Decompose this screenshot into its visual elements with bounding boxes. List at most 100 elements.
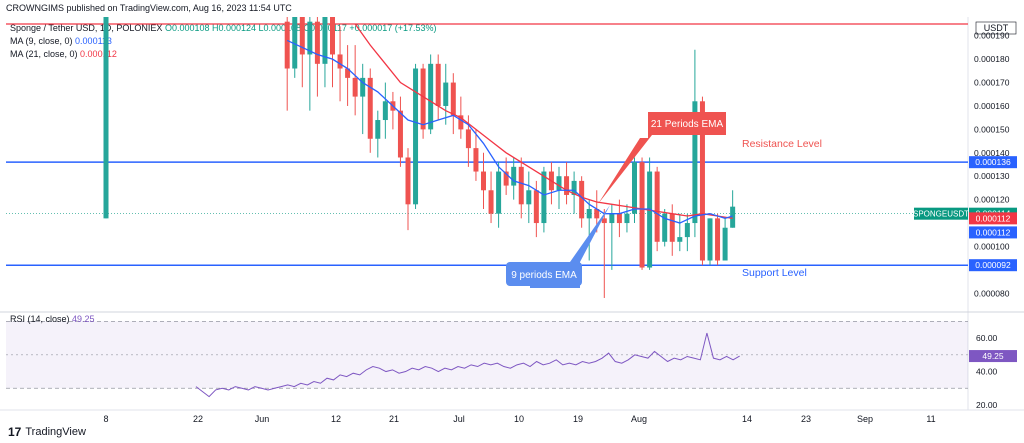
candle-body: [624, 213, 630, 224]
candle: [473, 129, 479, 181]
candle-body: [654, 171, 660, 242]
candle-body: [579, 180, 585, 219]
candle: [677, 213, 683, 252]
price-badge-label: 0.000112: [976, 227, 1011, 237]
candle: [443, 63, 449, 125]
candle: [662, 209, 668, 247]
candle-body: [556, 176, 562, 191]
candle: [435, 54, 441, 121]
symbol-label: Sponge / Tether USD, 1D, POLONIEX: [10, 23, 163, 33]
ema9-label: 9 periods EMA: [511, 270, 577, 281]
support-label: Support Level: [742, 267, 807, 279]
candle: [375, 110, 381, 158]
rsi-badge: [969, 350, 1017, 363]
candle: [360, 63, 366, 135]
price-badge: [969, 207, 1017, 220]
rsi-label: RSI (14, close) 49.25: [10, 314, 95, 324]
legend-ma9-row[interactable]: MA (9, close, 0) 0.000113: [10, 35, 437, 48]
candle-body: [669, 213, 675, 242]
candle: [564, 162, 570, 205]
candle: [488, 171, 494, 224]
candle: [594, 190, 600, 233]
candle: [541, 166, 547, 233]
candle: [458, 96, 464, 139]
ma21-value: 0.000112: [80, 49, 117, 59]
price-badge: [969, 156, 1017, 169]
candle-body: [548, 171, 554, 191]
date-tick-label: 11: [926, 414, 935, 424]
candle-body: [420, 68, 426, 130]
ema9-callout-pointer: [530, 205, 610, 288]
candle-body: [684, 223, 690, 238]
resistance-label: Resistance Level: [742, 138, 822, 150]
candle-body: [730, 206, 736, 228]
rsi-line: [195, 332, 740, 398]
candle: [571, 171, 577, 214]
candle: [654, 166, 660, 252]
price-badge-label: 0.000092: [975, 260, 1011, 270]
date-tick-label: 14: [742, 414, 752, 424]
rsi-tick-label: 20.00: [976, 400, 998, 410]
price-badge: [969, 226, 1017, 239]
price-badge: [969, 259, 1017, 272]
price-tick-label: 0.000190: [974, 31, 1010, 41]
candle-body: [458, 115, 464, 130]
candle: [496, 162, 502, 228]
candle-body: [647, 171, 653, 268]
candle: [715, 213, 721, 266]
rsi-tick-label: 40.00: [976, 367, 998, 377]
ema21-callout: [648, 112, 726, 135]
ma9-value: 0.000113: [75, 36, 112, 46]
date-tick-label: 22: [193, 414, 203, 424]
candle-body: [428, 63, 434, 130]
candle: [579, 176, 585, 228]
candle: [609, 204, 615, 270]
tradingview-footer[interactable]: 17 TradingView: [8, 425, 86, 439]
price-badge-label: 0.000114: [976, 209, 1011, 219]
candle: [518, 157, 524, 219]
price-tick-label: 0.000180: [974, 54, 1010, 64]
price-badge: [969, 212, 1017, 225]
candle-body: [616, 213, 622, 224]
candle-body: [586, 209, 592, 219]
date-tick-label: 12: [331, 414, 341, 424]
candle-body: [382, 101, 388, 121]
symbol-badge: [914, 207, 968, 220]
candle: [707, 218, 713, 266]
candle-body: [722, 227, 728, 261]
date-tick-label: Jul: [453, 414, 465, 424]
legend-symbol-row: Sponge / Tether USD, 1D, POLONIEX O0.000…: [10, 22, 437, 35]
candle-body: [405, 157, 411, 205]
candle-body: [609, 213, 615, 224]
candle: [616, 199, 622, 238]
currency-box: [975, 21, 1017, 35]
ema9-callout: [506, 262, 582, 286]
price-tick-label: 0.000120: [974, 195, 1010, 205]
candle-body: [435, 63, 441, 106]
price-tick-label: 0.000170: [974, 78, 1010, 88]
candle-body: [352, 77, 358, 97]
price-tick-label: 0.000160: [974, 101, 1010, 111]
candle-body: [496, 171, 502, 214]
candle: [428, 54, 434, 135]
candle-body: [473, 148, 479, 172]
candle: [669, 204, 675, 256]
candle-body: [443, 82, 449, 106]
date-tick-label: 19: [573, 414, 583, 424]
candle-body: [715, 218, 721, 261]
candle: [624, 204, 630, 233]
candle-body: [564, 176, 570, 195]
ma9-label: MA (9, close, 0): [10, 36, 73, 46]
legend-ma21-row[interactable]: MA (21, close, 0) 0.000112: [10, 48, 437, 61]
candle: [511, 157, 517, 200]
candle-body: [345, 68, 351, 78]
candle-body: [632, 162, 637, 214]
tradingview-brand: TradingView: [25, 426, 86, 438]
candle: [556, 166, 562, 209]
candle: [647, 157, 653, 270]
candle-body: [488, 190, 494, 214]
candle-body: [526, 190, 532, 205]
date-tick-label: 10: [514, 414, 524, 424]
symbol-badge-label: SPONGEUSDT: [913, 210, 969, 219]
